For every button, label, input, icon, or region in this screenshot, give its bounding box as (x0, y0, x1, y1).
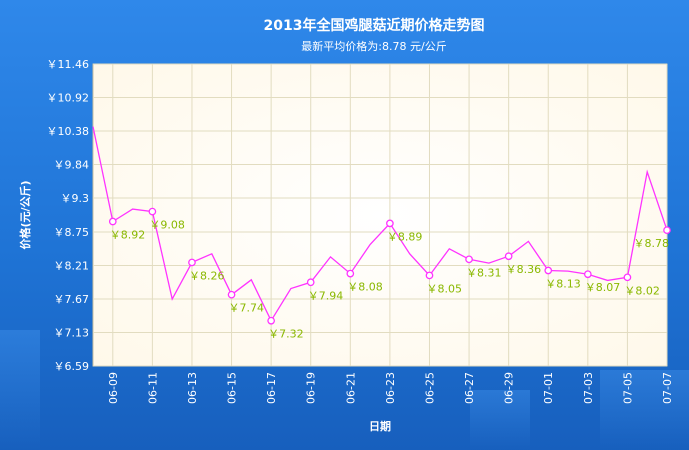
data-label: ￥8.31 (466, 266, 502, 279)
data-point-marker (306, 278, 315, 287)
data-labels: ￥8.92￥9.08 ￥8.26 ￥7.74￥7.32 ￥7.94￥8.08 ￥8.89… (110, 219, 669, 341)
x-tick-label: 06-15 (226, 372, 239, 404)
background-decoration (0, 330, 689, 450)
y-tick-label: ￥9.3 (61, 192, 90, 205)
data-label: ￥8.26 (189, 269, 225, 282)
y-tick-label: ￥7.67 (54, 293, 90, 306)
y-tick-label: ￥7.13 (54, 327, 90, 340)
data-point-marker (583, 270, 592, 279)
y-tick-label: ￥8.21 (54, 260, 90, 273)
data-label: ￥8.02 (624, 284, 660, 297)
plot-area (92, 63, 668, 367)
gridlines (93, 63, 668, 367)
data-point-marker (504, 252, 513, 261)
data-label: ￥9.08 (149, 219, 185, 232)
x-tick-label: 06-09 (107, 372, 120, 404)
x-tick-label: 06-13 (186, 372, 199, 404)
data-label: ￥8.13 (545, 278, 581, 291)
data-point-marker (227, 290, 236, 299)
x-tick-label: 07-05 (621, 372, 634, 404)
data-label: ￥8.89 (387, 230, 423, 243)
x-tick-label: 07-01 (542, 372, 555, 404)
data-label: ￥8.07 (585, 281, 621, 294)
data-point-marker (425, 271, 434, 280)
data-label: ￥8.92 (110, 229, 146, 242)
data-point-marker (386, 219, 394, 228)
y-tick-label: ￥6.59 (54, 360, 90, 373)
series-line (92, 126, 668, 323)
x-tick-label: 06-11 (146, 372, 159, 404)
y-axis-label: 价格(元/公斤) (18, 180, 32, 249)
x-tick-label: 06-27 (463, 372, 476, 404)
x-tick-label: 06-23 (384, 372, 397, 404)
data-label: ￥8.36 (506, 263, 541, 276)
y-tick-label: ￥10.38 (47, 125, 90, 138)
data-label: ￥7.94 (308, 289, 344, 302)
x-tick-label: 06-19 (305, 372, 318, 404)
data-point-marker (465, 255, 473, 264)
data-point-marker (544, 266, 553, 275)
data-points (108, 207, 671, 325)
data-point-marker (663, 226, 671, 235)
data-point-marker (346, 269, 355, 278)
data-point-marker (267, 316, 275, 325)
x-tick-label: 06-29 (503, 372, 516, 404)
y-tick-label: ￥11.46 (47, 58, 90, 71)
chart-subtitle: 最新平均价格为:8.78 元/公斤 (301, 39, 446, 53)
data-label: ￥8.05 (426, 282, 462, 295)
data-label: ￥7.32 (268, 328, 304, 341)
x-tick-label: 06-25 (423, 372, 436, 404)
y-tick-label: ￥10.92 (47, 91, 90, 104)
data-point-marker (188, 258, 196, 267)
x-tick-label: 07-03 (582, 372, 595, 404)
y-axis-ticks: ￥11.46 ￥10.92 ￥10.38 ￥9.84 ￥9.3 ￥8.75 ￥8.21 ￥7.… (47, 58, 90, 373)
chart-title: 2013年全国鸡腿菇近期价格走势图 (264, 17, 485, 34)
data-point-marker (148, 207, 157, 216)
data-label: ￥8.78 (634, 237, 670, 250)
x-tick-label: 07-07 (661, 372, 674, 404)
y-tick-label: ￥9.84 (54, 158, 90, 171)
x-tick-label: 06-17 (265, 372, 278, 404)
x-axis-label: 日期 (369, 419, 391, 433)
data-label: ￥7.74 (229, 302, 265, 315)
y-tick-label: ￥8.75 (54, 226, 90, 239)
data-point-marker (623, 273, 632, 282)
x-tick-label: 06-21 (344, 372, 357, 404)
x-axis-ticks: 06-09 06-11 06-13 06-15 06-17 06-19 06-21 06-23… (107, 372, 674, 404)
data-point-marker (108, 217, 117, 226)
data-label: ￥8.08 (347, 281, 383, 294)
